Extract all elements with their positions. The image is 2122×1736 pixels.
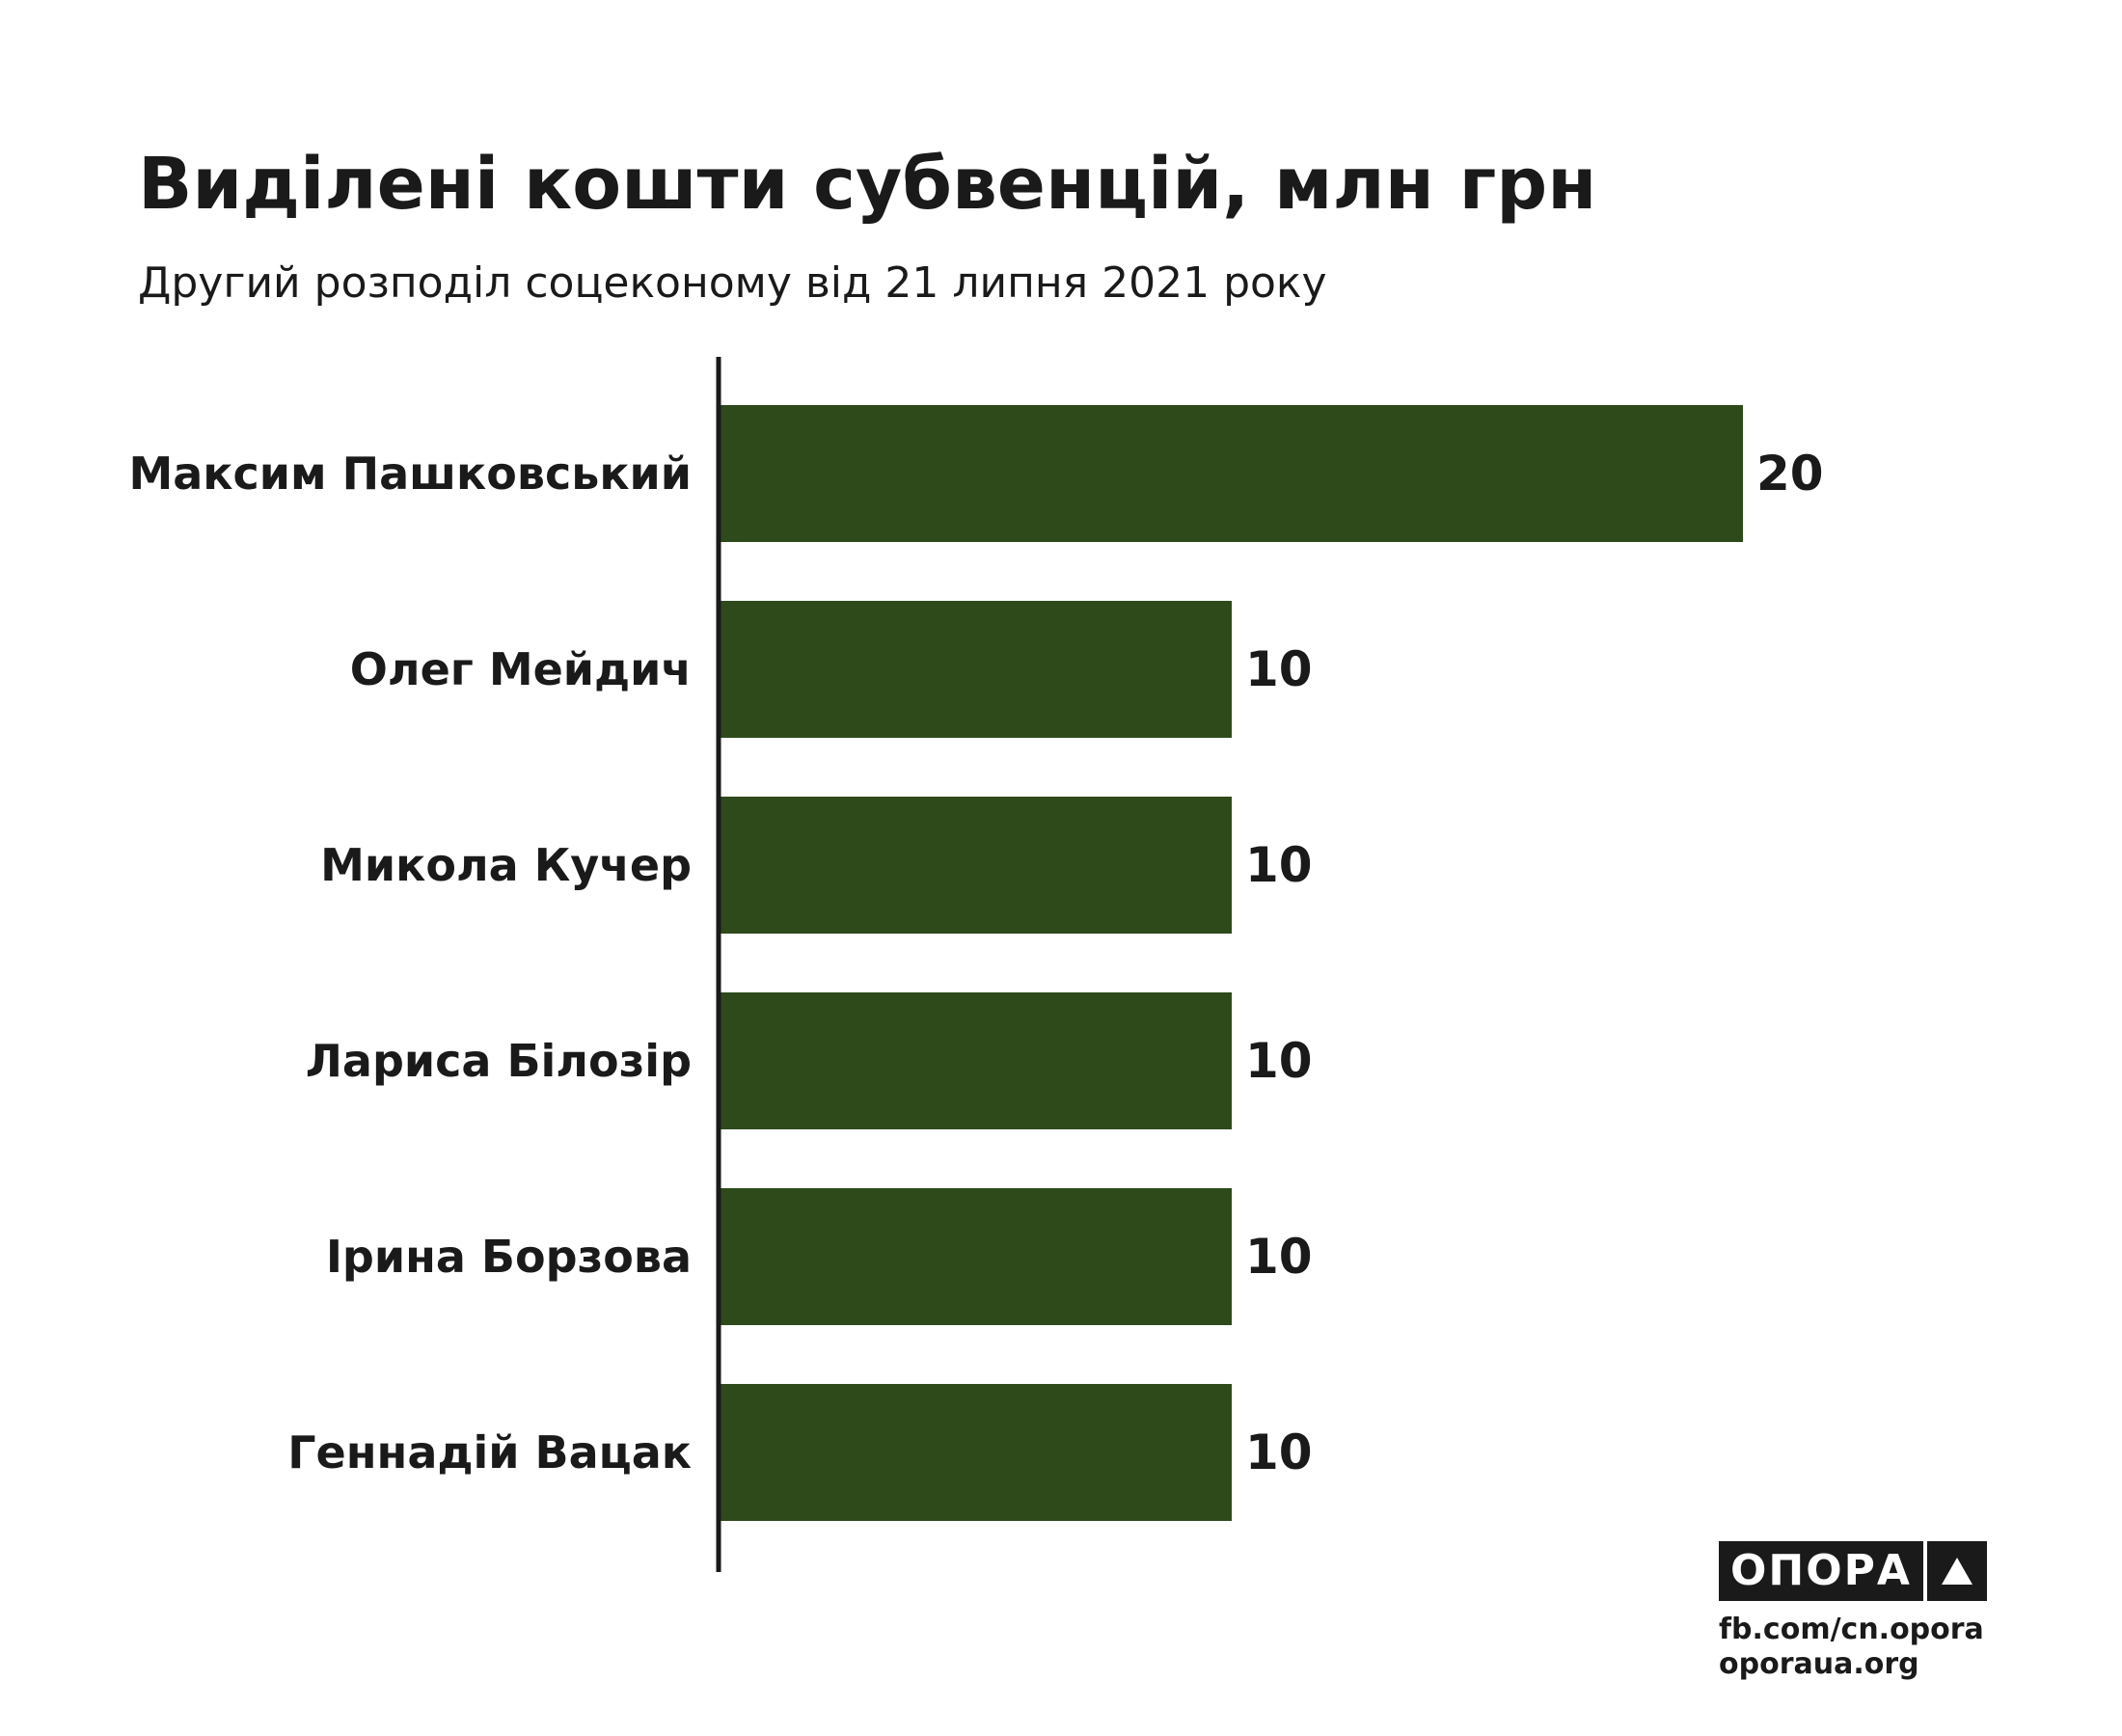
- category-label-3: Лариса Білозір: [306, 1035, 692, 1087]
- value-label-5: 10: [1245, 1424, 1313, 1480]
- website-link[interactable]: oporaua.org: [1719, 1647, 1919, 1681]
- bar-5: [721, 1384, 1232, 1521]
- category-label-4: Ірина Борзова: [326, 1231, 692, 1283]
- value-label-4: 10: [1245, 1229, 1313, 1285]
- category-label-5: Геннадій Вацак: [287, 1426, 692, 1478]
- category-label-1: Олег Мейдич: [350, 643, 692, 695]
- value-label-0: 20: [1756, 446, 1824, 502]
- value-label-3: 10: [1245, 1033, 1313, 1089]
- bars-layer: Максим Пашковський 20 Олег Мейдич 10 Микола …: [128, 405, 1824, 1521]
- category-label-0: Максим Пашковський: [128, 448, 692, 500]
- bar-3: [721, 992, 1232, 1129]
- footer-links: fb.com/cn.opora oporaua.org: [1719, 1613, 1984, 1682]
- value-label-2: 10: [1245, 837, 1313, 893]
- chart-subtitle: Другий розподіл соцеконому від 21 липня …: [138, 258, 1327, 308]
- bar-2: [721, 797, 1232, 934]
- logo-text: ОПОРА: [1719, 1541, 1923, 1601]
- chart-title: Виділені кошти субвенцій, млн грн: [138, 143, 1597, 226]
- bar-4: [721, 1188, 1232, 1325]
- bar-0: [721, 405, 1743, 542]
- opora-logo[interactable]: ОПОРА: [1719, 1541, 1987, 1601]
- bar-1: [721, 601, 1232, 738]
- value-label-1: 10: [1245, 641, 1313, 697]
- category-label-2: Микола Кучер: [320, 839, 692, 891]
- facebook-link[interactable]: fb.com/cn.opora: [1719, 1613, 1984, 1646]
- triangle-up-icon: [1926, 1541, 1987, 1601]
